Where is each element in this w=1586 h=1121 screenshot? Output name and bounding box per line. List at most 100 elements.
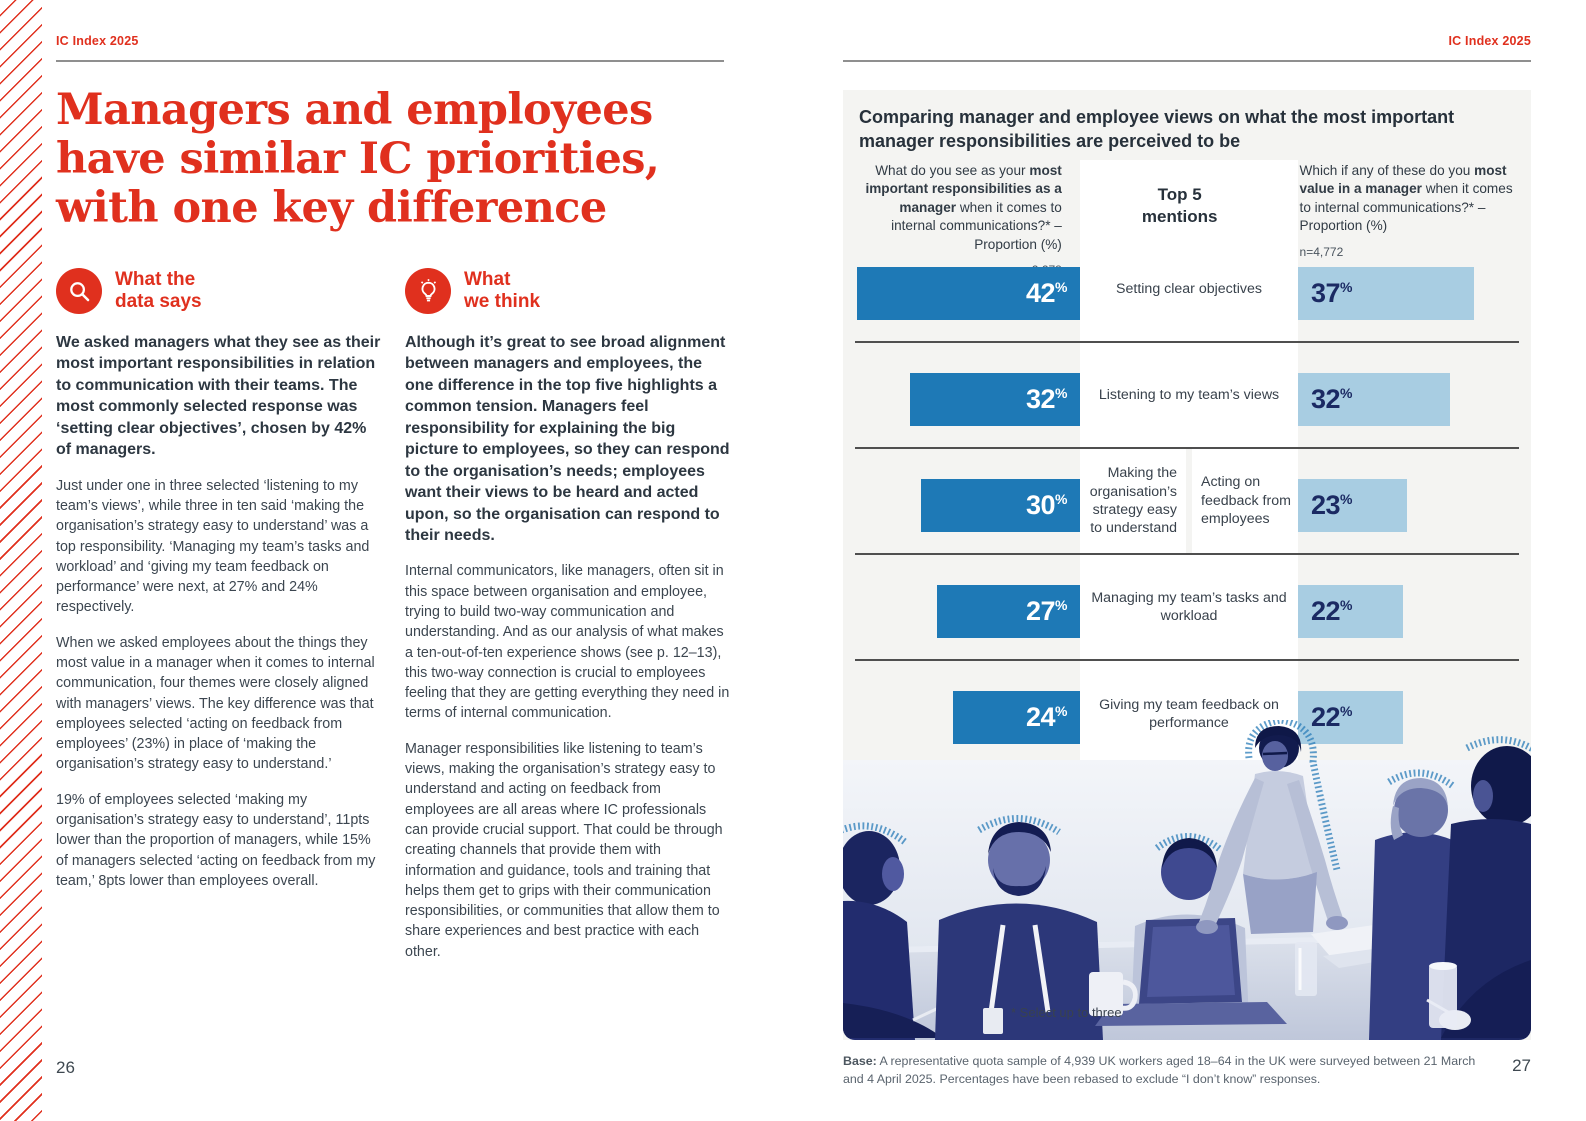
section-what-we-think: What we think Although it’s great to see… [405, 268, 732, 962]
question-bold-segment: most important responsibilities as a man… [865, 163, 1062, 215]
employee-question-text: Which if any of these do you most value … [1300, 162, 1519, 236]
lead-paragraph: We asked managers what they see as their… [56, 334, 381, 459]
manager-bar-zone: 30% [855, 449, 1080, 553]
employee-bar: 23% [1298, 479, 1408, 532]
header-rule-left [56, 60, 724, 62]
employee-bar-zone: 22% [1298, 555, 1519, 659]
page-number-left: 26 [56, 1058, 75, 1077]
row-label: Listening to my team’s views [1098, 386, 1280, 403]
center-heading-line: Top 5 [1157, 185, 1202, 204]
employee-sample-size: n=4,772 [1299, 244, 1344, 259]
page-title: Managers and employees have similar IC p… [56, 85, 746, 234]
manager-value: 27% [1026, 596, 1067, 626]
row-label-zone: Listening to my team’s views [1080, 343, 1298, 447]
manager-bar-zone: 32% [855, 343, 1080, 447]
manager-value: 42% [1026, 278, 1067, 308]
percent-sign: % [1340, 597, 1352, 613]
page-title-line: with one key difference [56, 183, 607, 234]
page-title-line: Managers and employees [56, 85, 653, 135]
section-heading-line: we think [464, 291, 541, 312]
base-note-label: Base: [843, 1054, 877, 1068]
body-paragraph: Just under one in three selected ‘listen… [56, 477, 370, 616]
manager-value: 30% [1026, 490, 1067, 520]
chart-row: 42% Setting clear objectives 37% [855, 237, 1519, 343]
percent-sign: % [1055, 491, 1067, 507]
employee-value: 23% [1311, 490, 1352, 520]
employee-bar: 32% [1298, 373, 1450, 426]
employee-value: 32% [1311, 384, 1352, 414]
percent-sign: % [1055, 597, 1067, 613]
base-note-text: A representative quota sample of 4,939 U… [843, 1054, 1476, 1087]
question-bold-segment: most value in a manager [1299, 163, 1507, 197]
row-label-employee: Acting on feedback from employees [1201, 474, 1291, 528]
employee-value: 22% [1311, 596, 1352, 626]
percent-sign: % [1055, 385, 1067, 401]
employee-bar-zone: 22% [1298, 661, 1519, 767]
page-number-right: 27 [1512, 1056, 1531, 1075]
chart-title: Comparing manager and employee views on … [859, 107, 1455, 151]
employee-bar: 22% [1298, 585, 1403, 638]
label-gap [1186, 449, 1192, 553]
question-segment: What do you see as your [875, 163, 1030, 178]
employee-question: Which if any of these do you most value … [1286, 162, 1519, 277]
chart-panel: Comparing manager and employee views on … [843, 90, 1531, 1040]
text-columns: What the data says We asked managers wha… [56, 268, 732, 962]
body-paragraph: 19% of employees selected ‘making my org… [56, 791, 376, 889]
manager-value: 24% [1026, 702, 1067, 732]
row-label-zone: Managing my team’s tasks and workload [1080, 555, 1298, 659]
row-label: Managing my team’s tasks and workload [1091, 589, 1287, 624]
percent-sign: % [1340, 385, 1352, 401]
chart-row: 27% Managing my team’s tasks and workload… [855, 555, 1519, 661]
header-rule-right [843, 60, 1531, 62]
percent-sign: % [1055, 703, 1067, 719]
employee-bar: 22% [1298, 691, 1403, 744]
lead-paragraph: Although it’s great to see broad alignme… [405, 334, 730, 544]
manager-bar-zone: 24% [855, 661, 1080, 767]
manager-bar-zone: 27% [855, 555, 1080, 659]
page-title-line: have similar IC priorities, [56, 134, 660, 185]
body-paragraph: Manager responsibilities like listening … [405, 740, 723, 960]
body-paragraph: Internal communicators, like managers, o… [405, 563, 730, 722]
section-heading: What the data says [115, 269, 202, 314]
chart-rows: 42% Setting clear objectives 37% 32% Listeni… [855, 237, 1519, 767]
employee-bar-zone: 32% [1298, 343, 1519, 447]
center-heading-line: mentions [1141, 207, 1218, 227]
question-segment: when it comes to internal communications… [1299, 181, 1513, 234]
photo-caption: * Select up to three [1011, 1005, 1122, 1020]
employee-bar: 37% [1298, 267, 1474, 320]
percent-sign: % [1340, 491, 1352, 507]
row-label: Setting clear objectives [1116, 280, 1262, 297]
lightbulb-icon [405, 268, 451, 314]
question-segment: when it comes to internal communications… [891, 199, 1062, 252]
chart-header: What do you see as your most important r… [855, 162, 1519, 277]
manager-bar-zone: 42% [855, 237, 1080, 341]
employee-bar-zone: 23% [1298, 449, 1519, 553]
row-label-manager: Making the organisation’s strategy easy … [1089, 465, 1177, 537]
percent-sign: % [1340, 279, 1352, 295]
section-header: What we think [405, 268, 732, 314]
chart-row: 24% Giving my team feedback on performanc… [855, 661, 1519, 767]
center-heading: Top 5 mentions [1074, 162, 1286, 277]
row-label-zone: Making the organisation’s strategy easy … [1080, 449, 1298, 553]
manager-question-text: What do you see as your most important r… [855, 162, 1062, 254]
manager-bar: 27% [936, 585, 1080, 638]
manager-bar: 32% [910, 373, 1080, 426]
section-heading-line: What [464, 268, 511, 290]
section-heading-line: What the [115, 268, 196, 290]
chart-row: 30% Making the organisation’s strategy ea… [855, 449, 1519, 555]
running-header-left: IC Index 2025 [56, 34, 139, 48]
body-paragraph: When we asked employees about the things… [56, 634, 375, 773]
running-header-right: IC Index 2025 [1448, 34, 1531, 48]
section-heading-line: data says [115, 291, 202, 312]
magnifier-icon [56, 268, 102, 314]
row-label-zone: Giving my team feedback on performance [1080, 661, 1298, 767]
percent-sign: % [1055, 279, 1067, 295]
meeting-photo: * Select up to three [843, 720, 1531, 1040]
row-label: Giving my team feedback on performance [1099, 696, 1279, 731]
section-heading: What we think [464, 269, 540, 314]
employee-value: 37% [1311, 278, 1352, 308]
employee-bar-zone: 37% [1298, 237, 1519, 341]
base-note: Base: A representative quota sample of 4… [843, 1052, 1488, 1089]
manager-bar: 42% [857, 267, 1080, 320]
manager-question: What do you see as your most important r… [855, 162, 1074, 277]
